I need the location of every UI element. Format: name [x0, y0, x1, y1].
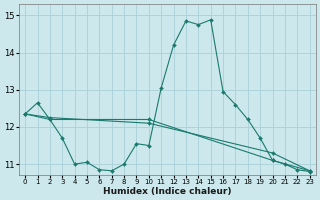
X-axis label: Humidex (Indice chaleur): Humidex (Indice chaleur): [103, 187, 232, 196]
